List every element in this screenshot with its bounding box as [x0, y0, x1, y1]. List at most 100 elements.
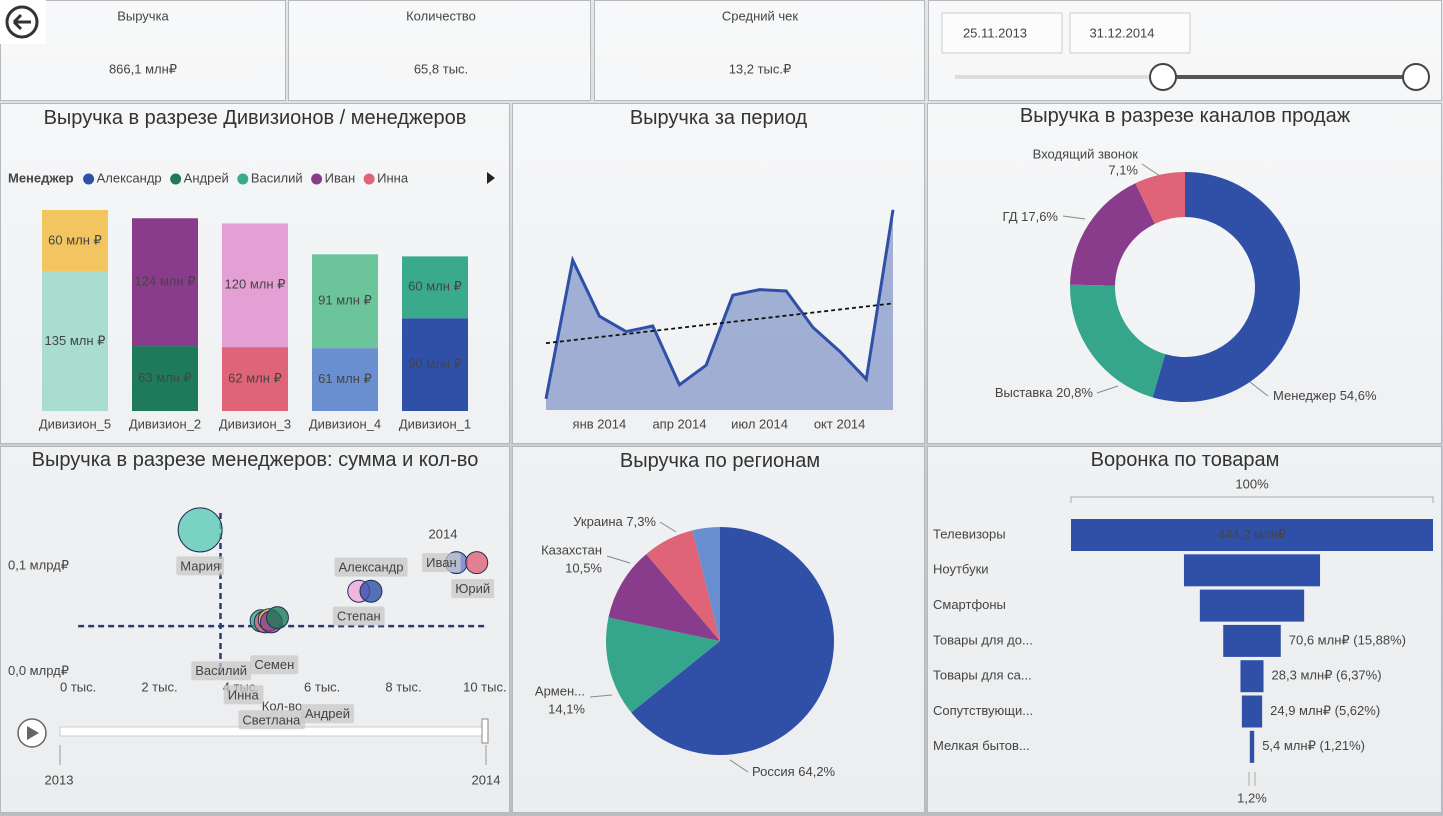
chart-title-box: Выручка в разрезе каналов продаж — [1020, 105, 1350, 127]
point-label: Мария — [180, 558, 220, 573]
data-label: Казахстан — [541, 542, 602, 557]
bubble — [265, 606, 289, 630]
pie-slice — [606, 617, 720, 713]
x-tick-label: 2 тыс. — [141, 679, 177, 694]
back-arrow[interactable] — [12, 13, 31, 31]
bar-label: 135 млн ₽ — [45, 333, 106, 348]
chart-title-box: Выручка в разрезе Дивизионов / менеджеро… — [43, 107, 467, 129]
bar-segment — [312, 348, 378, 411]
label-bg — [238, 710, 306, 730]
x-tick-label: 6 тыс. — [304, 679, 340, 694]
point-label: Юрий — [455, 581, 490, 596]
data-label: 7,1% — [1108, 162, 1138, 177]
label-part: 17,6% — [1018, 209, 1059, 224]
label-part: 64,2% — [795, 764, 836, 779]
funnel-value: 28,3 млн₽ (6,37%) — [1272, 668, 1382, 683]
funnel-category: Телевизоры — [933, 526, 1006, 541]
kpi-label: Выручка — [117, 8, 169, 23]
label-bg — [332, 606, 385, 626]
x-tick-label: Дивизион_1 — [399, 416, 471, 431]
line — [544, 209, 895, 400]
x-axis-label: Кол-во — [262, 698, 302, 713]
play-icon[interactable] — [27, 726, 39, 740]
legend-swatch — [237, 173, 249, 185]
bar-segment — [42, 210, 108, 272]
year-watermark: 2014 — [429, 526, 458, 541]
label-part: 54,6% — [1336, 388, 1377, 403]
x-tick-label: 8 тыс. — [385, 679, 421, 694]
chart-panel — [512, 103, 925, 444]
data-label: Украина 7,3% — [573, 514, 656, 529]
funnel-bottom-bracket — [1248, 772, 1256, 786]
point-label: Степан — [337, 609, 381, 624]
label-bg — [422, 553, 461, 573]
leader-line — [729, 759, 749, 773]
slider-handle[interactable] — [1402, 63, 1430, 91]
chart-title-box: Выручка по регионам — [620, 450, 820, 472]
legend-label: Инна — [377, 170, 409, 185]
bar-label: 63 млн ₽ — [138, 370, 192, 385]
data-label: 14,1% — [548, 701, 585, 716]
leader-line — [1141, 163, 1161, 177]
bar-label: 90 млн ₽ — [408, 356, 462, 371]
bar-segment — [42, 271, 108, 411]
date-box[interactable] — [1069, 12, 1191, 54]
point-label: Семен — [254, 657, 294, 672]
label-bg — [451, 579, 495, 599]
chart-title-box: Выручка за период — [630, 107, 807, 129]
label-part: 20,8% — [1053, 385, 1094, 400]
bar-segment — [402, 318, 468, 411]
y-tick-label: 0,0 млрд₽ — [8, 663, 69, 678]
funnel-value: 24,9 млн₽ (5,62%) — [1270, 703, 1380, 718]
x-tick-label: Дивизион_5 — [39, 416, 111, 431]
label-part: ГД — [1003, 209, 1018, 224]
date-start: 25.11.2013 — [963, 25, 1027, 40]
x-tick-label: апр 2014 — [652, 416, 706, 431]
bar-label: 60 млн ₽ — [408, 279, 462, 294]
legend-label: Александр — [97, 170, 162, 185]
legend-swatch — [170, 173, 182, 185]
play-handle[interactable] — [481, 718, 489, 744]
bar-segment — [222, 347, 288, 411]
funnel-top-label: 100% — [1235, 476, 1269, 491]
label-part: Менеджер — [1273, 388, 1336, 403]
date-box[interactable] — [941, 12, 1063, 54]
area — [546, 209, 893, 410]
pie-slice — [631, 527, 835, 756]
back-button[interactable] — [0, 0, 46, 44]
bar-label: 91 млн ₽ — [318, 293, 372, 308]
x-tick-label: Дивизион_2 — [129, 416, 201, 431]
kpi-value: 13,2 тыс.₽ — [729, 61, 792, 76]
data-label: Менеджер 54,6% — [1273, 388, 1377, 403]
chart-title: Выручка в разрезе Дивизионов / менеджеро… — [43, 107, 467, 129]
pie-slice — [608, 554, 720, 641]
funnel-category: Сопутствующи... — [933, 703, 1033, 718]
label-part: Россия — [752, 764, 795, 779]
donut-slice — [1135, 172, 1185, 224]
funnel-category: Ноутбуки — [933, 562, 989, 577]
data-label: Армен... — [535, 683, 585, 698]
legend-more-arrow[interactable] — [487, 172, 495, 184]
x-tick-label: 0 тыс. — [60, 679, 96, 694]
slider-handle[interactable] — [1149, 63, 1177, 91]
play-label: 2014 — [472, 772, 501, 787]
donut-slice — [1070, 284, 1166, 398]
leader-line — [1096, 385, 1119, 394]
point-label: Иван — [426, 555, 457, 570]
back-icon[interactable] — [5, 5, 39, 39]
funnel-bar — [1241, 695, 1263, 728]
funnel-category: Товары для са... — [933, 668, 1032, 683]
kpi-label: Средний чек — [722, 8, 798, 23]
data-label: Входящий звонок — [1033, 146, 1139, 161]
bubble — [177, 507, 223, 553]
label-bg — [176, 556, 225, 576]
x-tick-label: янв 2014 — [573, 416, 627, 431]
funnel-bottom-label: 1,2% — [1237, 790, 1267, 805]
chart-title: Воронка по товарам — [1090, 449, 1280, 471]
kpi-panel — [0, 0, 286, 101]
bar-segment — [132, 218, 198, 347]
bar-label: 60 млн ₽ — [48, 232, 102, 247]
data-label: 10,5% — [565, 560, 602, 575]
